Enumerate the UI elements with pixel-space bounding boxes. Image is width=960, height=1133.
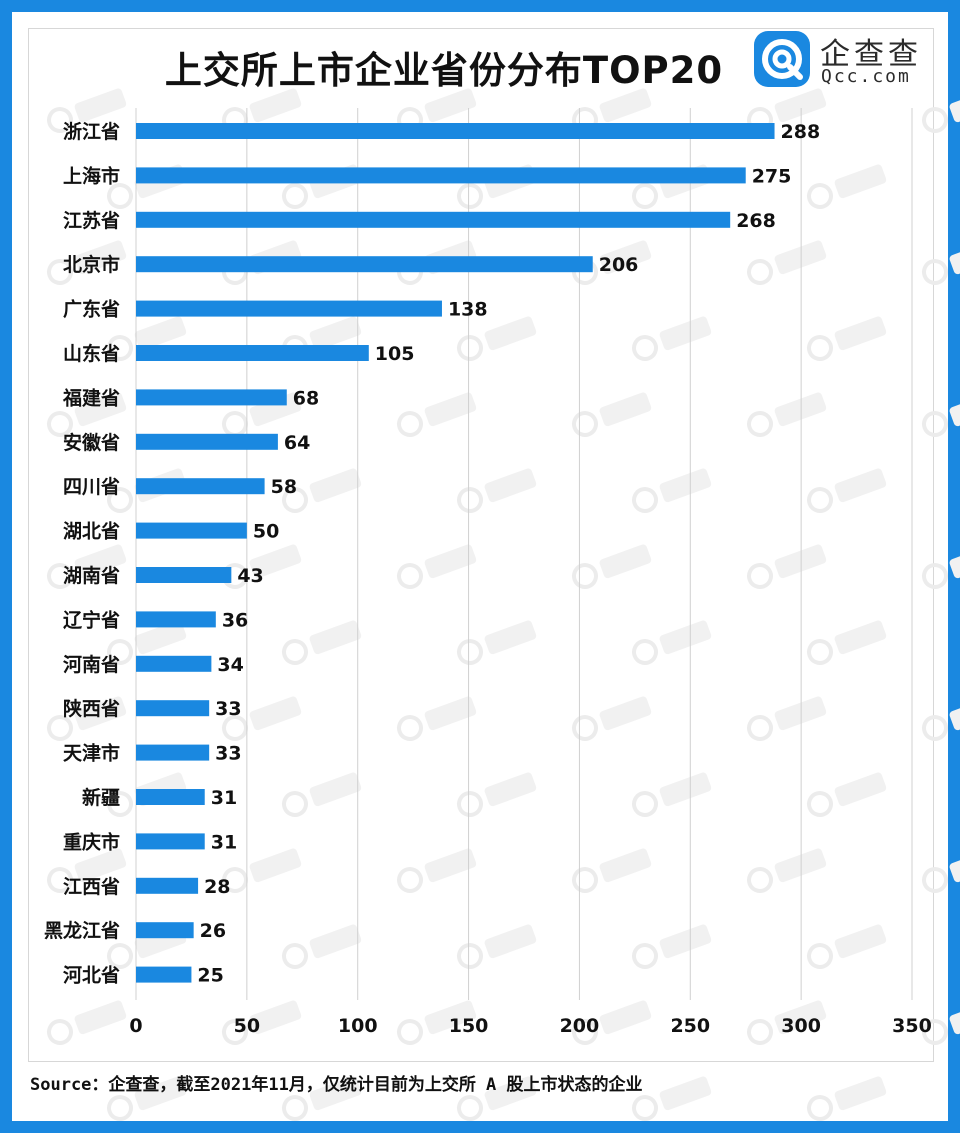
bar: [136, 389, 287, 406]
data-label: 28: [204, 876, 230, 898]
data-label: 33: [215, 698, 241, 720]
data-label: 58: [271, 476, 297, 498]
bar: [136, 211, 731, 228]
category-label: 湖北省: [63, 521, 120, 543]
x-tick-label: 250: [670, 1015, 710, 1037]
data-label: 25: [197, 965, 223, 987]
data-label: 68: [293, 387, 319, 409]
logo-text-en: Qcc.com: [821, 66, 911, 87]
data-label: 43: [237, 565, 263, 587]
bar: [136, 700, 210, 717]
data-label: 275: [752, 165, 792, 187]
x-tick-label: 50: [234, 1015, 260, 1037]
category-label: 浙江省: [63, 120, 120, 143]
bar: [136, 744, 210, 761]
category-label: 重庆市: [63, 830, 120, 853]
logo-text-cn: 企查查: [820, 37, 922, 72]
x-tick-label: 100: [338, 1015, 378, 1037]
data-label: 64: [284, 432, 310, 454]
data-label: 268: [736, 210, 776, 232]
bar: [136, 478, 265, 495]
data-label: 50: [253, 521, 279, 543]
x-tick-label: 0: [129, 1015, 142, 1037]
category-label: 河北省: [63, 965, 120, 987]
source-note: Source：企查查，截至2021年11月，仅统计目前为上交所 A 股上市状态的…: [30, 1075, 643, 1095]
bar: [136, 433, 278, 450]
category-label: 江苏省: [63, 209, 120, 232]
data-label: 105: [375, 343, 415, 365]
bar: [136, 522, 247, 539]
bar: [136, 300, 442, 317]
category-label: 河南省: [63, 654, 120, 676]
data-label: 206: [599, 254, 639, 276]
category-label: 陕西省: [63, 697, 120, 720]
data-label: 33: [215, 743, 241, 765]
bar: [136, 123, 775, 139]
qcc-logo: 企查查 Qcc.com: [754, 31, 924, 89]
category-label: 新疆: [82, 786, 120, 809]
category-label: 湖南省: [63, 565, 120, 587]
bar: [136, 167, 746, 184]
x-tick-label: 200: [560, 1015, 600, 1037]
data-label: 138: [448, 299, 488, 321]
category-label: 上海市: [63, 164, 120, 187]
category-label: 辽宁省: [63, 608, 120, 631]
chart-title: 上交所上市企业省份分布TOP20: [164, 49, 724, 92]
category-label: 四川省: [63, 476, 120, 498]
category-label: 江西省: [63, 876, 120, 898]
bar: [136, 655, 212, 672]
category-label: 北京市: [63, 253, 120, 276]
bar: [136, 345, 369, 361]
x-tick-label: 300: [781, 1015, 821, 1037]
bar-chart: 0 50 100 150 200 250 300 350 浙江省 288 上海市 275 江苏省 268 北…: [44, 108, 932, 1037]
bar: [136, 922, 194, 939]
category-label: 天津市: [63, 742, 120, 765]
qcc-logo-icon: [754, 31, 810, 87]
bar: [136, 966, 192, 983]
data-label: 288: [781, 121, 821, 143]
bar: [136, 833, 205, 850]
category-label: 广东省: [63, 298, 120, 321]
category-label: 黑龙江省: [44, 919, 120, 942]
bar: [136, 877, 199, 894]
data-label: 34: [217, 654, 243, 676]
category-label: 安徽省: [63, 431, 120, 454]
data-label: 36: [222, 609, 248, 631]
category-label: 山东省: [63, 342, 120, 365]
data-label: 26: [200, 920, 226, 942]
bar: [136, 256, 593, 273]
bar: [136, 567, 232, 583]
data-label: 31: [211, 831, 237, 853]
bar: [136, 611, 216, 628]
data-label: 31: [211, 787, 237, 809]
x-tick-label: 350: [892, 1015, 932, 1037]
category-label: 福建省: [62, 386, 120, 409]
x-tick-label: 150: [449, 1015, 489, 1037]
bar: [136, 789, 205, 805]
